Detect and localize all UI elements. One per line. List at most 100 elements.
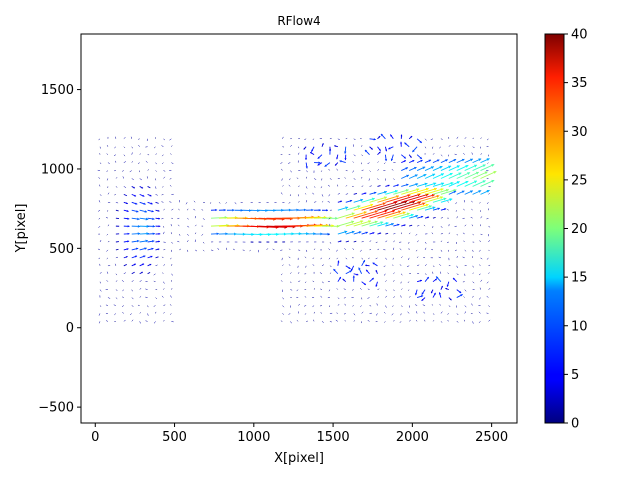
quiver-arrowhead [409, 155, 412, 158]
quiver-arrow [431, 304, 434, 306]
quiver-arrow [359, 287, 362, 290]
quiver-arrowhead [305, 166, 308, 169]
quiver-arrow [486, 295, 489, 298]
quiver-arrow [456, 136, 459, 139]
quiver-arrow [385, 211, 406, 219]
quiver-arrow [367, 297, 370, 299]
quiver-arrow [107, 192, 110, 195]
quiver-arrow [409, 224, 413, 227]
quiver-arrow [280, 192, 283, 195]
quiver-arrow [416, 311, 418, 314]
quiver-arrow [234, 202, 237, 205]
quiver-arrowhead [142, 194, 145, 197]
quiver-arrowhead [445, 188, 449, 192]
quiver-arrow [328, 217, 331, 220]
quiver-arrowhead [232, 208, 235, 212]
quiver-arrow [400, 313, 402, 316]
quiver-arrow [471, 224, 473, 227]
quiver-arrow [336, 312, 338, 314]
quiver-arrowhead [491, 179, 495, 183]
quiver-arrow [161, 145, 164, 147]
quiver-arrow [147, 186, 151, 189]
quiver-arrowhead [424, 182, 428, 186]
quiver-arrow [122, 296, 124, 298]
quiver-arrow [393, 233, 396, 235]
quiver-arrowhead [428, 159, 431, 162]
quiver-arrow [130, 136, 132, 139]
quiver-arrow [297, 152, 300, 155]
quiver-arrow [321, 281, 324, 284]
quiver-arrow [337, 193, 341, 195]
quiver-arrow [304, 296, 307, 298]
quiver-arrow [121, 280, 124, 282]
quiver-arrowhead [375, 284, 378, 287]
quiver-arrow [163, 319, 165, 322]
quiver-arrow [177, 217, 180, 220]
quiver-arrow [298, 280, 301, 282]
quiver-arrow [409, 319, 411, 322]
quiver-arrow [456, 216, 458, 219]
quiver-arrow [353, 210, 378, 219]
quiver-arrowhead [379, 232, 382, 235]
quiver-arrow [305, 249, 308, 252]
quiver-arrow [99, 184, 101, 187]
quiver-arrow [367, 162, 370, 165]
quiver-arrow [335, 319, 338, 322]
quiver-arrowhead [368, 220, 372, 224]
quiver-arrow [155, 162, 157, 165]
quiver-arrow [424, 138, 427, 141]
quiver-arrow [408, 232, 411, 235]
quiver-arrow [440, 271, 442, 274]
quiver-arrowhead [404, 142, 407, 145]
quiver-arrowhead [157, 248, 160, 251]
quiver-arrow [313, 178, 317, 180]
quiver-arrow [478, 311, 481, 314]
y-tick-label: 0 [66, 321, 74, 336]
quiver-arrow [393, 296, 396, 298]
quiver-arrowhead [486, 158, 490, 161]
quiver-arrow [280, 273, 283, 276]
quiver-arrow [353, 220, 372, 227]
quiver-arrow [115, 273, 118, 276]
quiver-arrow [345, 193, 349, 195]
quiver-arrowhead [432, 173, 436, 177]
quiver-arrow [296, 289, 299, 292]
quiver-arrow [147, 305, 149, 308]
quiver-arrow [327, 201, 331, 203]
quiver-arrowhead [423, 173, 427, 177]
quiver-arrow [480, 153, 483, 155]
quiver-arrow [479, 202, 481, 204]
quiver-arrowhead [334, 145, 336, 147]
quiver-arrow [210, 249, 214, 251]
quiver-arrowhead [311, 208, 314, 212]
quiver-arrowhead [371, 197, 375, 201]
quiver-arrow [471, 200, 473, 203]
quiver-arrowhead [475, 171, 479, 175]
quiver-arrow [361, 311, 364, 314]
quiver-arrow [393, 289, 395, 292]
quiver-arrow [417, 272, 420, 274]
quiver-arrow [290, 272, 292, 274]
quiver-arrow [171, 273, 174, 276]
x-tick-label: 500 [162, 430, 187, 445]
quiver-arrow [249, 249, 251, 252]
quiver-arrow [163, 264, 166, 266]
quiver-arrow [139, 153, 141, 155]
quiver-arrow [463, 200, 465, 203]
quiver-arrowhead [405, 189, 409, 192]
quiver-arrowhead [378, 151, 381, 154]
quiver-arrowhead [439, 165, 443, 169]
quiver-arrow [139, 178, 143, 181]
quiver-arrow [352, 170, 354, 173]
quiver-arrow [454, 249, 457, 252]
quiver-arrow [327, 184, 331, 187]
quiver-arrowhead [416, 188, 420, 192]
quiver-arrow [424, 264, 427, 267]
quiver-arrow [98, 257, 101, 260]
quiver-arrow [399, 321, 402, 323]
quiver-arrow [415, 249, 418, 252]
quiver-arrow [115, 177, 118, 179]
quiver-arrow [430, 138, 434, 140]
quiver-arrowhead [415, 214, 419, 218]
